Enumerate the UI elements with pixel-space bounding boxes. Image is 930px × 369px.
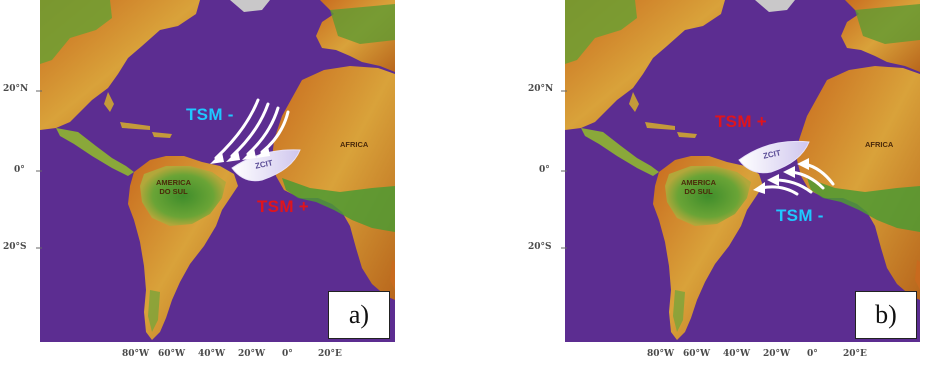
lat-tick-20s: 20°S xyxy=(3,242,27,252)
map-panel-b: 20°N 0° 20°S 80°W 60°W 40°W 20°W 0° 20°E… xyxy=(525,0,925,369)
region-south-america: AMERICA DO SUL xyxy=(681,178,716,196)
lon-tick-80w: 80°W xyxy=(647,349,675,359)
lon-tick-20e: 20°E xyxy=(318,349,342,359)
north-america-green xyxy=(565,0,637,64)
europe-green xyxy=(855,4,920,44)
lat-tick-marks xyxy=(561,90,567,249)
lon-tick-0: 0° xyxy=(807,349,818,359)
tsm-minus-label: TSM - xyxy=(186,105,234,124)
lon-tick-0: 0° xyxy=(282,349,293,359)
region-africa: AFRICA xyxy=(865,140,894,149)
map-a xyxy=(36,0,395,342)
lon-tick-60w: 60°W xyxy=(683,349,711,359)
region-africa: AFRICA xyxy=(340,140,369,149)
greenland xyxy=(230,0,270,12)
region-south-america: AMERICA DO SUL xyxy=(156,178,191,196)
zcit-band xyxy=(738,140,810,174)
caribbean xyxy=(104,92,172,138)
central-america xyxy=(56,128,134,176)
lon-tick-60w: 60°W xyxy=(158,349,186,359)
lat-tick-0: 0° xyxy=(539,165,550,175)
map-panel-a: 20°N 0° 20°S 80°W 60°W 40°W 20°W 0° 20°E… xyxy=(0,0,400,369)
lon-tick-20w: 20°W xyxy=(238,349,266,359)
lon-tick-40w: 40°W xyxy=(723,349,751,359)
tsm-plus-label: TSM + xyxy=(257,197,310,216)
africa-green-belt xyxy=(807,178,920,232)
arrow-heads xyxy=(753,158,809,194)
arrow-heads xyxy=(210,146,270,164)
madagascar xyxy=(915,260,920,290)
madagascar xyxy=(390,260,395,290)
lat-tick-20n: 20°N xyxy=(528,84,554,94)
north-america-green xyxy=(40,0,112,64)
tsm-plus-label: TSM + xyxy=(715,112,768,131)
patagonia-green xyxy=(148,290,160,332)
map-b xyxy=(561,0,920,342)
greenland xyxy=(755,0,795,12)
lon-tick-80w: 80°W xyxy=(122,349,150,359)
lon-tick-20e: 20°E xyxy=(843,349,867,359)
lat-tick-marks xyxy=(36,90,42,249)
central-america xyxy=(581,128,659,176)
europe-green xyxy=(330,4,395,44)
lat-tick-0: 0° xyxy=(14,165,25,175)
lon-tick-20w: 20°W xyxy=(763,349,791,359)
africa xyxy=(797,66,920,300)
caribbean xyxy=(629,92,697,138)
patagonia-green xyxy=(673,290,685,332)
panel-label-a: a) xyxy=(328,291,390,339)
panel-label-b: b) xyxy=(855,291,917,339)
tsm-minus-label: TSM - xyxy=(776,206,824,225)
africa-green-belt xyxy=(282,178,395,232)
lat-tick-20s: 20°S xyxy=(528,242,552,252)
amazon xyxy=(665,166,751,226)
lat-tick-20n: 20°N xyxy=(3,84,29,94)
africa xyxy=(272,66,395,300)
amazon xyxy=(140,166,226,226)
lon-tick-40w: 40°W xyxy=(198,349,226,359)
